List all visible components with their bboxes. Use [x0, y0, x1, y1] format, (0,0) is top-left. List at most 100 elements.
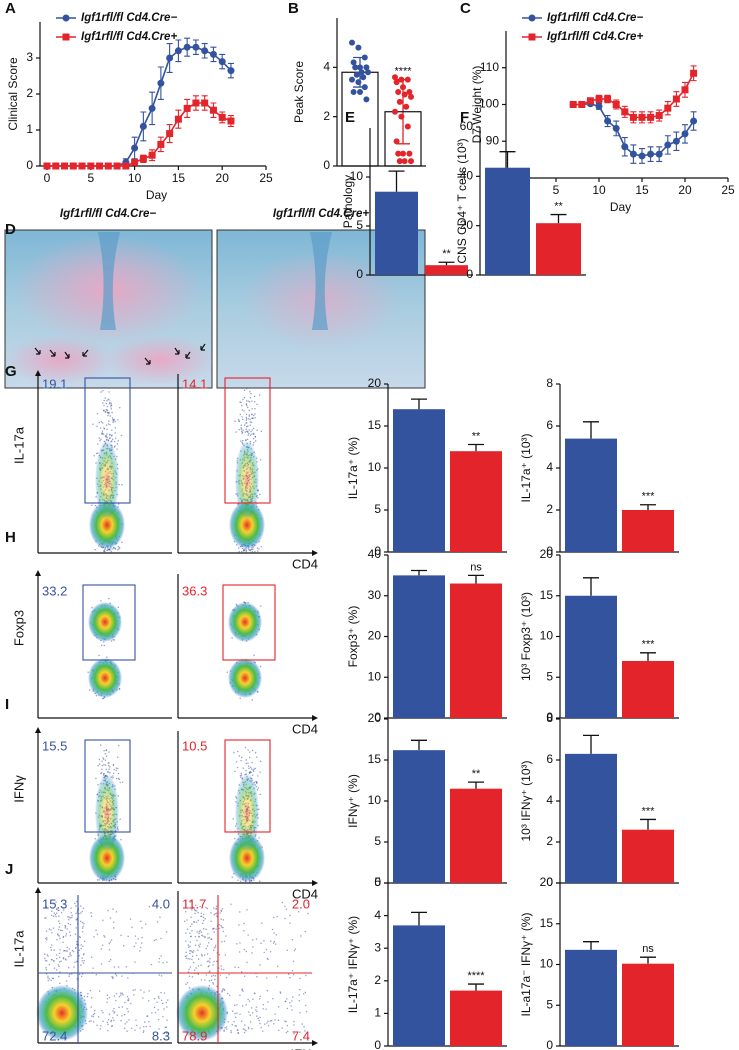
- event: [112, 775, 114, 777]
- event: [166, 961, 168, 963]
- event: [252, 432, 255, 435]
- event: [136, 1024, 138, 1027]
- event: [121, 541, 123, 543]
- event: [120, 434, 123, 437]
- event: [215, 928, 217, 930]
- event: [108, 768, 110, 770]
- event: [53, 967, 56, 969]
- event: [248, 767, 250, 769]
- event: [256, 789, 259, 791]
- event: [114, 1011, 116, 1013]
- event: [116, 443, 118, 445]
- event: [245, 403, 247, 405]
- event: [104, 936, 106, 938]
- arrow: [144, 357, 151, 365]
- event: [58, 909, 60, 911]
- event: [199, 929, 201, 932]
- event: [289, 1002, 291, 1004]
- event: [117, 772, 120, 775]
- y-tick-label: 5: [374, 875, 381, 889]
- event: [141, 942, 143, 944]
- event: [243, 397, 246, 399]
- event: [250, 768, 253, 770]
- event: [76, 918, 78, 920]
- event: [239, 942, 241, 944]
- point: [638, 113, 646, 121]
- event: [293, 1020, 295, 1023]
- event: [83, 940, 86, 942]
- event: [284, 905, 286, 908]
- point: [183, 43, 191, 51]
- significance: ***: [642, 639, 656, 651]
- bar: [622, 660, 674, 718]
- event: [251, 414, 253, 416]
- flow-y-label: IL-17a: [11, 426, 26, 464]
- bar: [384, 111, 422, 167]
- event: [99, 990, 101, 992]
- event: [223, 1030, 225, 1032]
- event: [118, 778, 120, 780]
- event: [68, 975, 70, 977]
- event: [256, 756, 258, 758]
- point: [131, 144, 139, 152]
- event: [149, 1025, 151, 1027]
- image-title: Igf1rfl/fl Cd4.Cre−: [60, 208, 156, 220]
- event: [233, 1021, 235, 1023]
- event: [259, 793, 261, 795]
- event: [258, 548, 260, 550]
- error-bar: [499, 151, 516, 168]
- event: [95, 929, 97, 931]
- y-tick-label: 6: [546, 418, 553, 432]
- event: [100, 421, 102, 423]
- event: [158, 997, 160, 999]
- error-bar: [411, 739, 427, 751]
- event: [207, 966, 209, 968]
- event: [110, 402, 112, 404]
- quadrant-percent: 4.0: [152, 896, 170, 911]
- panel-label: F: [460, 109, 469, 126]
- event: [242, 398, 244, 401]
- flow-plot: 15.3 4.0 72.4 8.3: [35, 887, 172, 1044]
- event: [78, 913, 80, 915]
- event: [262, 1004, 264, 1006]
- event: [103, 935, 105, 937]
- event: [248, 433, 250, 435]
- event: [245, 1030, 247, 1032]
- gate-percent: 19.1: [42, 376, 67, 391]
- data-point: [400, 84, 406, 91]
- axis-arrow: [35, 370, 41, 376]
- gate: [222, 584, 276, 661]
- event: [258, 837, 260, 839]
- image-title: Igf1rfl/fl Cd4.Cre+: [273, 208, 369, 220]
- y-tick-label: 15: [368, 752, 382, 766]
- event: [245, 422, 247, 424]
- event: [58, 935, 60, 937]
- event: [254, 992, 256, 995]
- event: [86, 996, 89, 998]
- event: [202, 922, 204, 924]
- y-axis-label: IL-17a⁺ (10³): [519, 433, 533, 502]
- event: [267, 1001, 269, 1003]
- event: [166, 1032, 168, 1034]
- event: [108, 751, 110, 753]
- event: [97, 443, 99, 445]
- event: [238, 420, 240, 422]
- panel-label: E: [345, 109, 355, 126]
- event: [103, 428, 106, 430]
- y-tick-label: 10: [540, 629, 554, 643]
- series-line: [47, 46, 232, 167]
- event: [44, 960, 47, 962]
- event: [100, 963, 103, 965]
- event: [213, 913, 215, 916]
- y-axis-label: D7 Weight (%): [470, 66, 484, 144]
- event: [92, 1013, 95, 1016]
- event: [110, 406, 112, 408]
- y-tick-label: 4: [546, 793, 553, 807]
- error-bar: [468, 574, 484, 584]
- event: [243, 549, 245, 551]
- event: [249, 421, 251, 423]
- event: [241, 431, 244, 433]
- event: [71, 949, 74, 952]
- event: [95, 695, 98, 697]
